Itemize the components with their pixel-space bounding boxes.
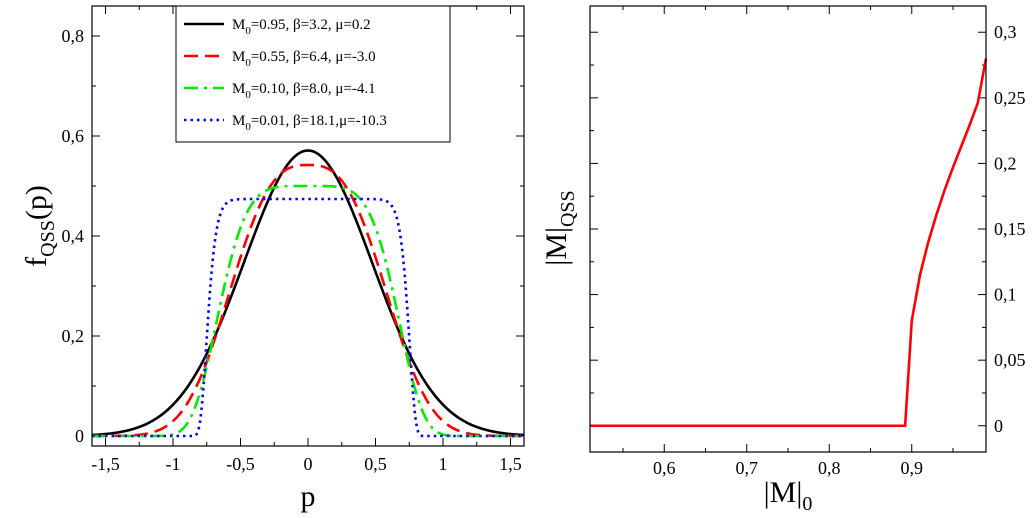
legend-label-3: M0=0.10, β=8.0, μ=-4.1: [232, 81, 376, 101]
y-tick-label: 0,2: [994, 153, 1017, 173]
y-axis-label-main: |M|: [540, 227, 573, 266]
x-axis-label: p: [301, 480, 316, 513]
x-tick-label: -1: [166, 454, 181, 474]
series-line-1: [92, 149, 524, 437]
y-axis-label-sub: QSS: [557, 190, 579, 227]
legend-label-1: M0=0.95, β=3.2, μ=0.2: [232, 17, 371, 37]
legend-label-rest: =0.95, β=3.2, μ=0.2: [251, 17, 371, 33]
y-tick-label: 0,1: [994, 285, 1017, 305]
legend-label-rest: =0.10, β=8.0, μ=-4.1: [251, 81, 376, 97]
legend-label-rest: =0.55, β=6.4, μ=-3.0: [251, 49, 376, 65]
right-chart-panel: 0,6 0,7 0,8 0,900,050,10,150,20,250,3|M|0|M…: [540, 5, 1026, 515]
x-axis-label-main: |M|: [764, 476, 803, 509]
x-tick-label: 1: [439, 454, 448, 474]
x-tick-label: -0,5: [226, 454, 255, 474]
series-line-magnetization: [590, 58, 988, 428]
legend-label-main: M: [232, 17, 245, 33]
x-axis-label-sub: 0: [802, 493, 812, 515]
series-line-2: [92, 163, 524, 438]
y-axis-label: |M|QSS: [540, 190, 579, 265]
y-tick-label: 0: [75, 426, 84, 446]
x-tick-label: -1,5: [91, 454, 120, 474]
legend-label-main: M: [232, 49, 245, 65]
series-line-4: [92, 197, 524, 438]
legend-label-main: M: [232, 81, 245, 97]
x-tick-label: 1,5: [499, 454, 522, 474]
y-tick-label: 0,05: [994, 350, 1026, 370]
legend-label-sub: 0: [245, 57, 251, 69]
legend-label-sub: 0: [245, 121, 251, 133]
left-chart-panel: -1,5 -1 -0,5 0 0,5 1 1,500,20,40,60,8M0=0.95, …: [20, 5, 525, 513]
legend-label-sub: 0: [245, 25, 251, 37]
legend-label-4: M0=0.01, β=18.1,μ=-10.3: [232, 113, 387, 133]
legend-box: [175, 5, 451, 143]
legend-label-sub: 0: [245, 89, 251, 101]
legend-label-rest: =0.01, β=18.1,μ=-10.3: [251, 113, 387, 129]
y-tick-label: 0,6: [62, 126, 85, 146]
y-axis-label: fQSS(p): [20, 185, 59, 267]
y-tick-label: 0,25: [994, 88, 1026, 108]
y-tick-label: 0,4: [62, 226, 85, 246]
x-tick-label: 0,6: [653, 458, 676, 478]
x-tick-label: 0,8: [818, 458, 841, 478]
right-plot-frame: [589, 5, 987, 453]
legend-label-main: M: [232, 113, 245, 129]
y-axis-label-tail: (p): [20, 185, 53, 220]
y-tick-label: 0: [994, 416, 1003, 436]
series-line-3: [92, 184, 524, 438]
y-tick-label: 0,8: [62, 26, 85, 46]
legend-label-2: M0=0.55, β=6.4, μ=-3.0: [232, 49, 376, 69]
x-tick-label: 0,5: [364, 454, 387, 474]
x-tick-label: 0,7: [736, 458, 759, 478]
x-tick-label: 0: [304, 454, 313, 474]
y-axis-label-sub: QSS: [37, 220, 59, 257]
y-axis-label-main: f: [20, 257, 53, 267]
y-tick-label: 0,15: [994, 219, 1026, 239]
x-tick-label: 0,9: [901, 458, 924, 478]
y-tick-label: 0,2: [62, 326, 85, 346]
y-tick-label: 0,3: [994, 22, 1017, 42]
x-axis-label: |M|0: [764, 476, 813, 515]
